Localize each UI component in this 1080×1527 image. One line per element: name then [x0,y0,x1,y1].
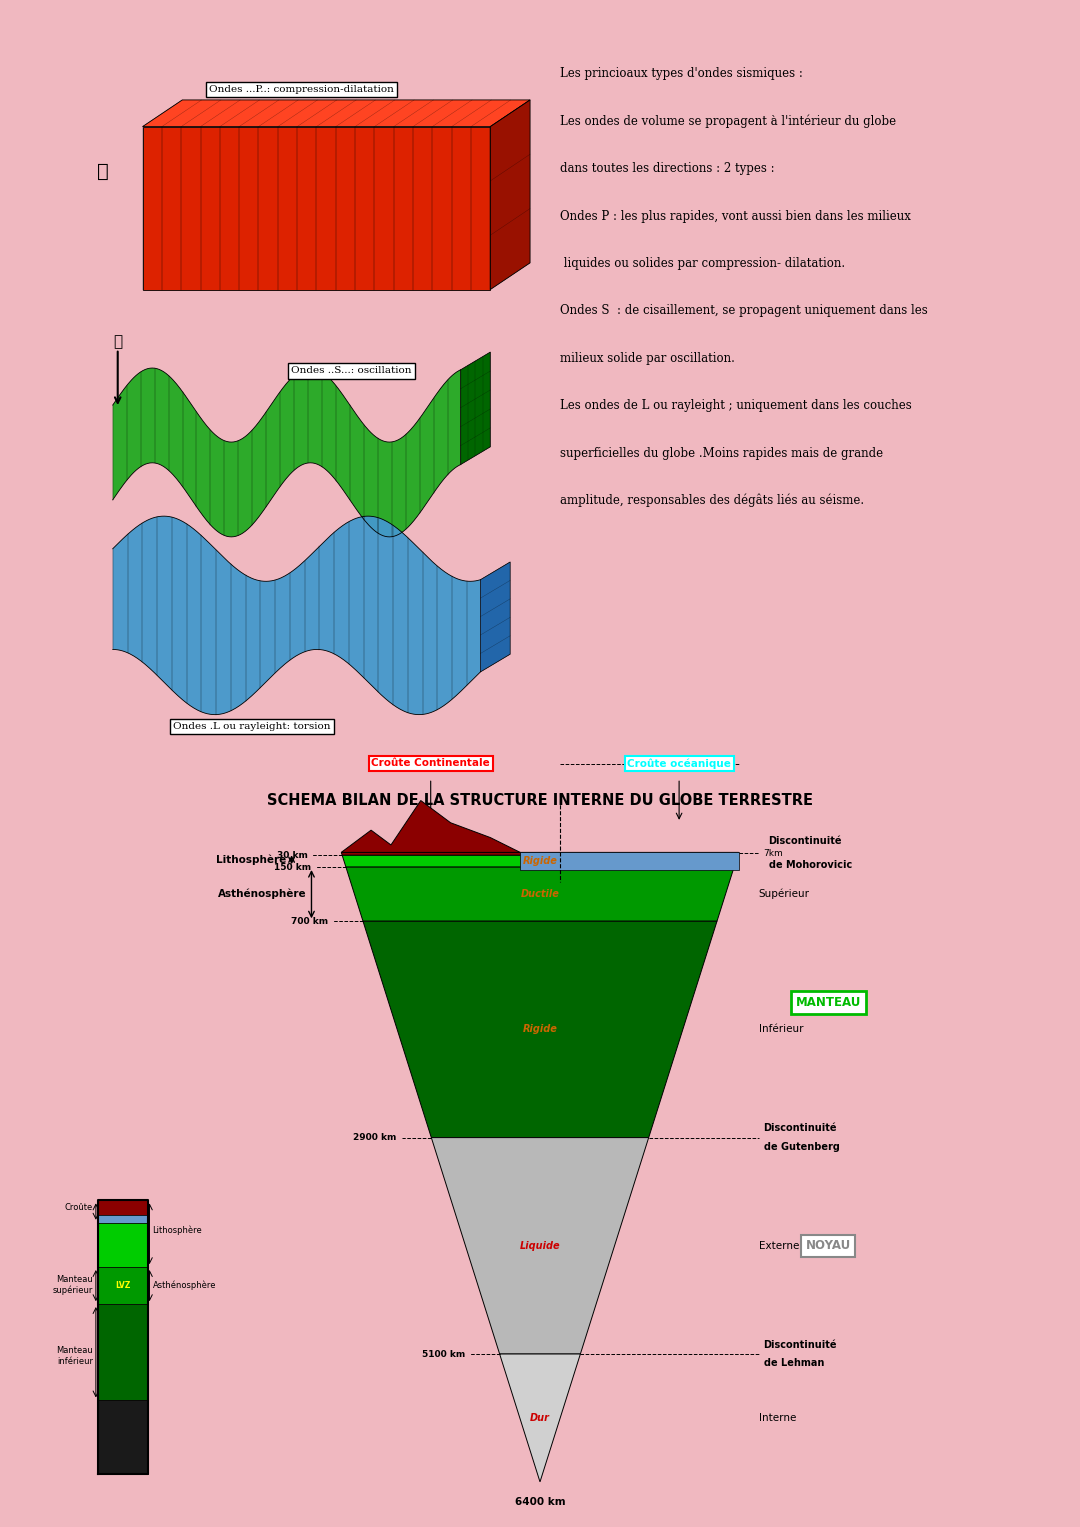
Text: 🔨: 🔨 [113,334,122,348]
Polygon shape [490,99,530,290]
Text: de Gutenberg: de Gutenberg [764,1142,839,1151]
Text: Les ondes de volume se propagent à l'intérieur du globe: Les ondes de volume se propagent à l'int… [559,115,896,128]
Text: Ondes ..S...: oscillation: Ondes ..S...: oscillation [291,366,411,376]
Text: Croûte océanique: Croûte océanique [627,759,731,768]
Text: SCHEMA BILAN DE LA STRUCTURE INTERNE DU GLOBE TERRESTRE: SCHEMA BILAN DE LA STRUCTURE INTERNE DU … [267,793,813,808]
Text: dans toutes les directions : 2 types :: dans toutes les directions : 2 types : [559,162,774,176]
Text: Liquide: Liquide [519,1241,561,1251]
Text: Dur: Dur [530,1412,550,1423]
Polygon shape [521,852,739,870]
Polygon shape [431,1138,649,1354]
Text: 7km: 7km [764,849,783,858]
Polygon shape [342,855,738,867]
Text: 150 km: 150 km [274,863,311,872]
Polygon shape [98,1215,148,1223]
Text: Asthénosphère: Asthénosphère [152,1280,216,1290]
Polygon shape [143,127,490,290]
Text: Interne: Interne [758,1412,796,1423]
Text: de Mohorovicic: de Mohorovicic [769,861,852,870]
Text: Ondes ...P..: compression-dilatation: Ondes ...P..: compression-dilatation [210,86,394,95]
Text: Discontinuité: Discontinuité [764,1339,837,1350]
Polygon shape [500,1354,580,1481]
Polygon shape [346,867,734,921]
Text: Asthénosphère: Asthénosphère [218,889,307,899]
Text: Supérieur: Supérieur [758,889,810,899]
Text: Externe: Externe [758,1241,799,1251]
Polygon shape [98,1223,148,1267]
Polygon shape [98,1267,148,1304]
Text: 2900 km: 2900 km [353,1133,396,1142]
Text: de Lehman: de Lehman [764,1359,824,1368]
Text: superficielles du globe .Moins rapides mais de grande: superficielles du globe .Moins rapides m… [559,446,883,460]
Text: Ondes S  : de cisaillement, se propagent uniquement dans les: Ondes S : de cisaillement, se propagent … [559,304,928,318]
Text: Les ondes de L ou rayleight ; uniquement dans les couches: Les ondes de L ou rayleight ; uniquement… [559,399,912,412]
Text: Rigide: Rigide [523,1025,557,1034]
Text: Discontinuité: Discontinuité [764,1124,837,1133]
Polygon shape [98,1400,148,1475]
Text: milieux solide par oscillation.: milieux solide par oscillation. [559,351,734,365]
Text: Ondes P : les plus rapides, vont aussi bien dans les milieux: Ondes P : les plus rapides, vont aussi b… [559,209,910,223]
Text: LVZ: LVZ [114,1281,131,1290]
Text: Ductile: Ductile [521,889,559,899]
Text: Rigide: Rigide [523,857,557,866]
Text: 6400 km: 6400 km [515,1496,565,1507]
Text: Manteau
inférieur: Manteau inférieur [56,1347,93,1365]
Text: amplitude, responsables des dégâts liés au séisme.: amplitude, responsables des dégâts liés … [559,493,864,507]
Polygon shape [143,99,530,127]
Polygon shape [481,562,510,672]
Text: Croûte: Croûte [65,1203,93,1212]
Text: Manteau
supérieur: Manteau supérieur [53,1275,93,1295]
Text: 700 km: 700 km [292,916,328,925]
Text: Discontinuité: Discontinuité [769,835,842,846]
Polygon shape [363,921,717,1138]
Text: Inférieur: Inférieur [758,1025,804,1034]
Text: MANTEAU: MANTEAU [796,996,861,1009]
Text: 5100 km: 5100 km [421,1350,464,1359]
Text: liquides ou solides par compression- dilatation.: liquides ou solides par compression- dil… [559,257,845,270]
Text: 30 km: 30 km [276,851,308,860]
Text: Lithosphère: Lithosphère [216,855,286,864]
Polygon shape [98,1200,148,1215]
Text: NOYAU: NOYAU [806,1240,851,1252]
Polygon shape [341,852,739,855]
Text: Croûte Continentale: Croûte Continentale [372,759,490,768]
Text: Les princioaux types d'ondes sismiques :: Les princioaux types d'ondes sismiques : [559,67,802,81]
Polygon shape [98,1304,148,1400]
Polygon shape [341,800,521,852]
Text: Lithosphère: Lithosphère [152,1225,202,1235]
Polygon shape [460,353,490,464]
Text: 🔨: 🔨 [97,162,109,180]
Text: Ondes .L ou rayleight: torsion: Ondes .L ou rayleight: torsion [173,722,330,731]
